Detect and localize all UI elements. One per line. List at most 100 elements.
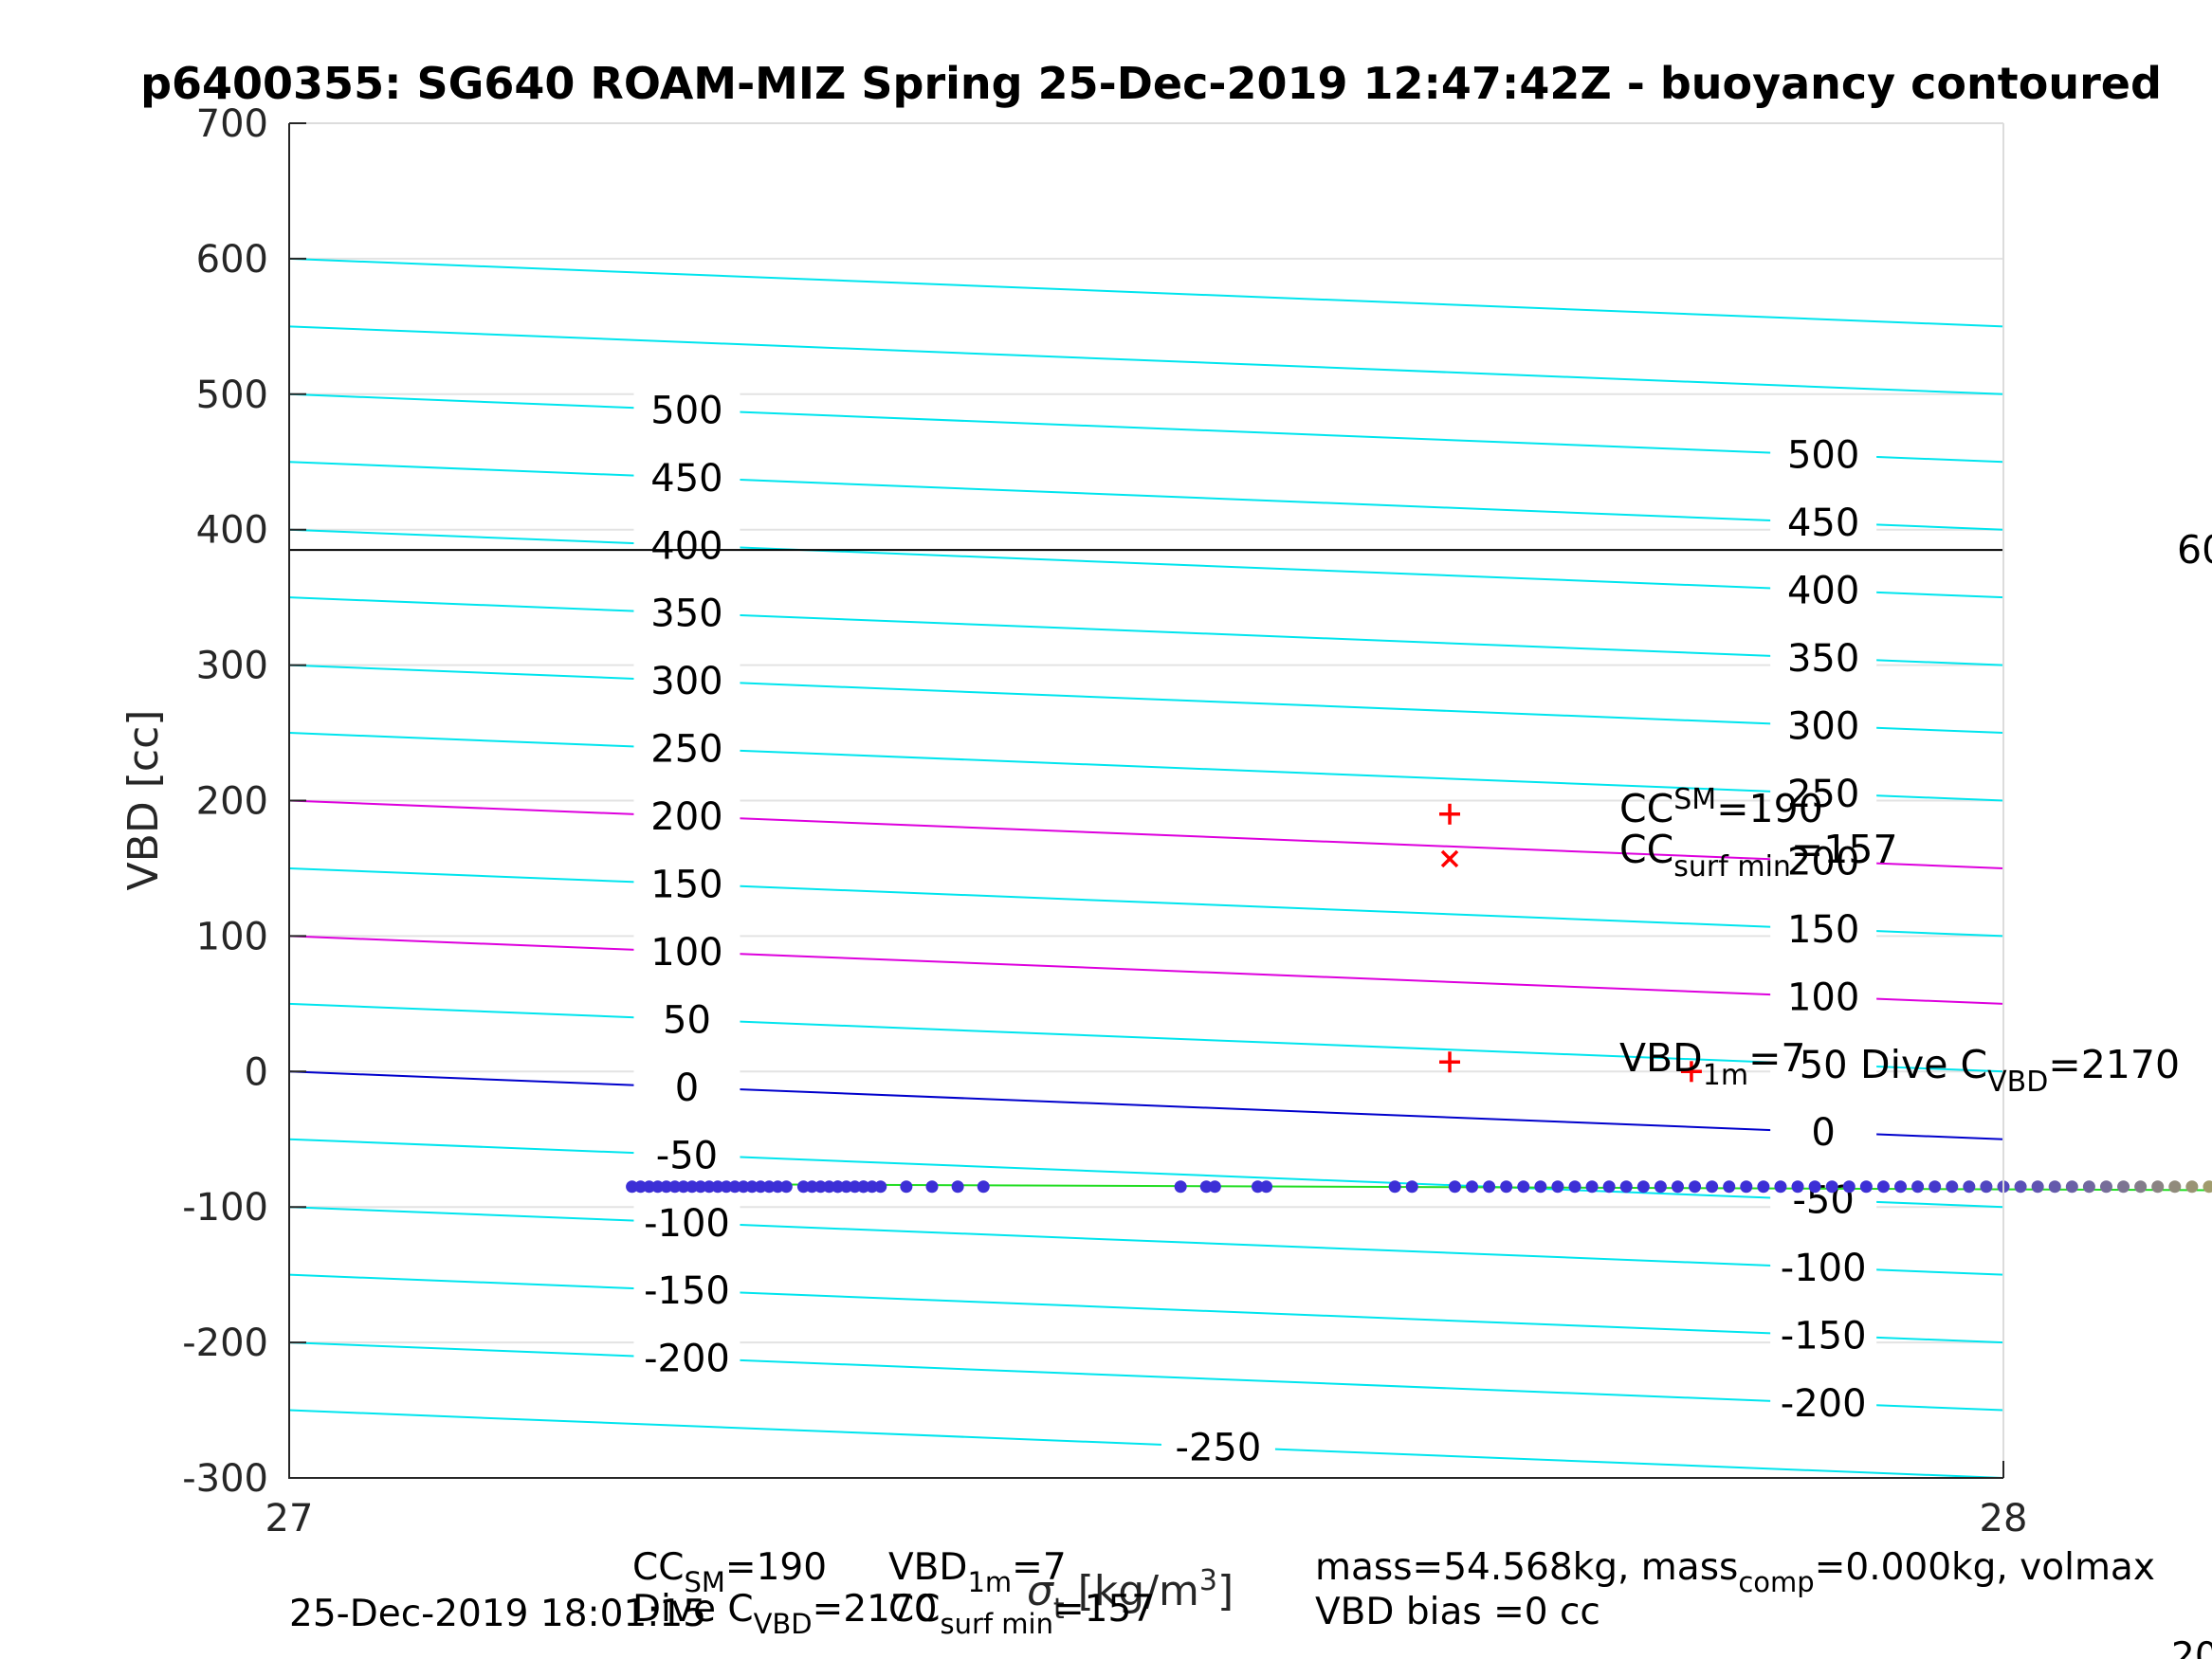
contour-line [289,799,2003,869]
contour-line [289,325,2003,395]
x-tick-label: 27 [265,1497,314,1540]
scatter-point [2031,1180,2044,1194]
contour-label-left: 0 [675,1066,699,1110]
scatter-point [779,1180,793,1194]
contour-label-left: 350 [650,592,722,636]
contour-label-left-bg [633,592,740,634]
x-axis-label: σt [kg/m3] [1027,1564,1234,1626]
scatter-point [1585,1180,1599,1194]
scatter-point [771,1180,784,1194]
scatter-point [951,1180,964,1194]
y-tick-label: 600 [196,238,268,282]
contour-line [289,1409,2003,1478]
contour-label-left: 100 [650,931,722,975]
scatter-point [711,1180,724,1194]
contour-line [289,1206,2003,1276]
scatter-point [1929,1180,1942,1194]
contour-label-left: 500 [650,389,722,432]
scatter-point [677,1180,690,1194]
scatter-point [1534,1180,1547,1194]
scatter-point [1636,1180,1650,1194]
scatter-point [668,1180,682,1194]
y-tick-label: 100 [196,915,268,958]
scatter-point [1388,1180,1401,1194]
plus-marker [1680,1061,1702,1083]
scatter-point [1551,1180,1564,1194]
x-tick-label: 28 [1980,1497,2028,1540]
scatter-point [1517,1180,1530,1194]
contour-label-right: 0 [1811,1111,1835,1155]
scatter-point [728,1180,741,1194]
contour-label-left: 200 [650,795,722,839]
scatter-point [626,1180,639,1194]
contour-label-right: 150 [1787,908,1859,952]
contour-label-left: -200 [644,1338,730,1381]
scatter-point [1568,1180,1581,1194]
contour-label-left-bg [633,524,740,567]
scatter-point [866,1180,879,1194]
scatter-point [1859,1180,1873,1194]
contour-layer [289,257,2003,1478]
scatter-point [805,1180,818,1194]
footer-cc-sm: CCSM=190 [632,1546,827,1598]
scatter-point [857,1180,870,1194]
scatter-point [2151,1180,2165,1194]
scatter-point [1405,1180,1418,1194]
contour-line [289,257,2003,328]
scatter-point [1842,1180,1856,1194]
contour-line [289,528,2003,599]
scatter-point [1791,1180,1804,1194]
scatter-point [1723,1180,1736,1194]
footer-vbd-bias: VBD bias =0 cc [1315,1591,1600,1633]
scatter-point [686,1180,699,1194]
annotation-dive-c-vbd: Dive CVBD=2170 [1860,1042,2180,1099]
plus-marker [1439,803,1461,825]
scatter-point [1483,1180,1496,1194]
scatter-point [1654,1180,1667,1194]
contour-line [289,664,2003,735]
scatter-point [1808,1180,1821,1194]
y-tick-label: 400 [196,509,268,553]
scatter-point [2048,1180,2061,1194]
contour-line [289,1341,2003,1412]
contour-line [289,732,2003,802]
contour-label-left-bg [633,1066,740,1108]
contour-label-right: 50 [1800,1044,1848,1087]
scatter-point [1740,1180,1753,1194]
y-tick-label: 300 [196,645,268,688]
contour-label-right-bg [1770,975,1877,1018]
x-axis-label-symbol: σ [1027,1567,1054,1615]
x-axis-label-close: ] [1217,1567,1234,1615]
scatter-point [2099,1180,2112,1194]
scatter-point [900,1180,913,1194]
contour-label-right-bg [1770,1247,1877,1289]
scatter-point [1825,1180,1838,1194]
scatter-point [1980,1180,1993,1194]
scatter-point [1894,1180,1908,1194]
contour-line [289,1273,2003,1344]
annotation-cc-sm: CCSM=190 [1619,783,1823,831]
contour-line [289,1070,2003,1140]
scatter-point [874,1180,887,1194]
x-axis-label-sup: 3 [1199,1564,1217,1597]
contour-label-left-bg [633,1337,740,1379]
contour-label-right: 250 [1787,773,1859,816]
contour-label-right: 350 [1787,637,1859,681]
contour-label-left-bg [633,863,740,905]
scatter-point [1619,1180,1633,1194]
scatter-point [2168,1180,2182,1194]
annotation-vbd-1m: VBD1m=7 [1619,1035,1806,1092]
contour-label-right-bg [1770,569,1877,611]
scatter-point [651,1180,665,1194]
contour-label-left-bg [633,795,740,838]
contour-label-right-bg [1770,1314,1877,1357]
footer-vbd-1m: VBD1m=7 [888,1546,1067,1598]
contour-label-left-bg [633,456,740,499]
contour-label-right: 100 [1787,975,1859,1019]
scatter-point [634,1180,648,1194]
scatter-point [643,1180,656,1194]
contour-label-right-bg [1770,704,1877,747]
scatter-point [977,1180,990,1194]
scatter-point [1671,1180,1684,1194]
